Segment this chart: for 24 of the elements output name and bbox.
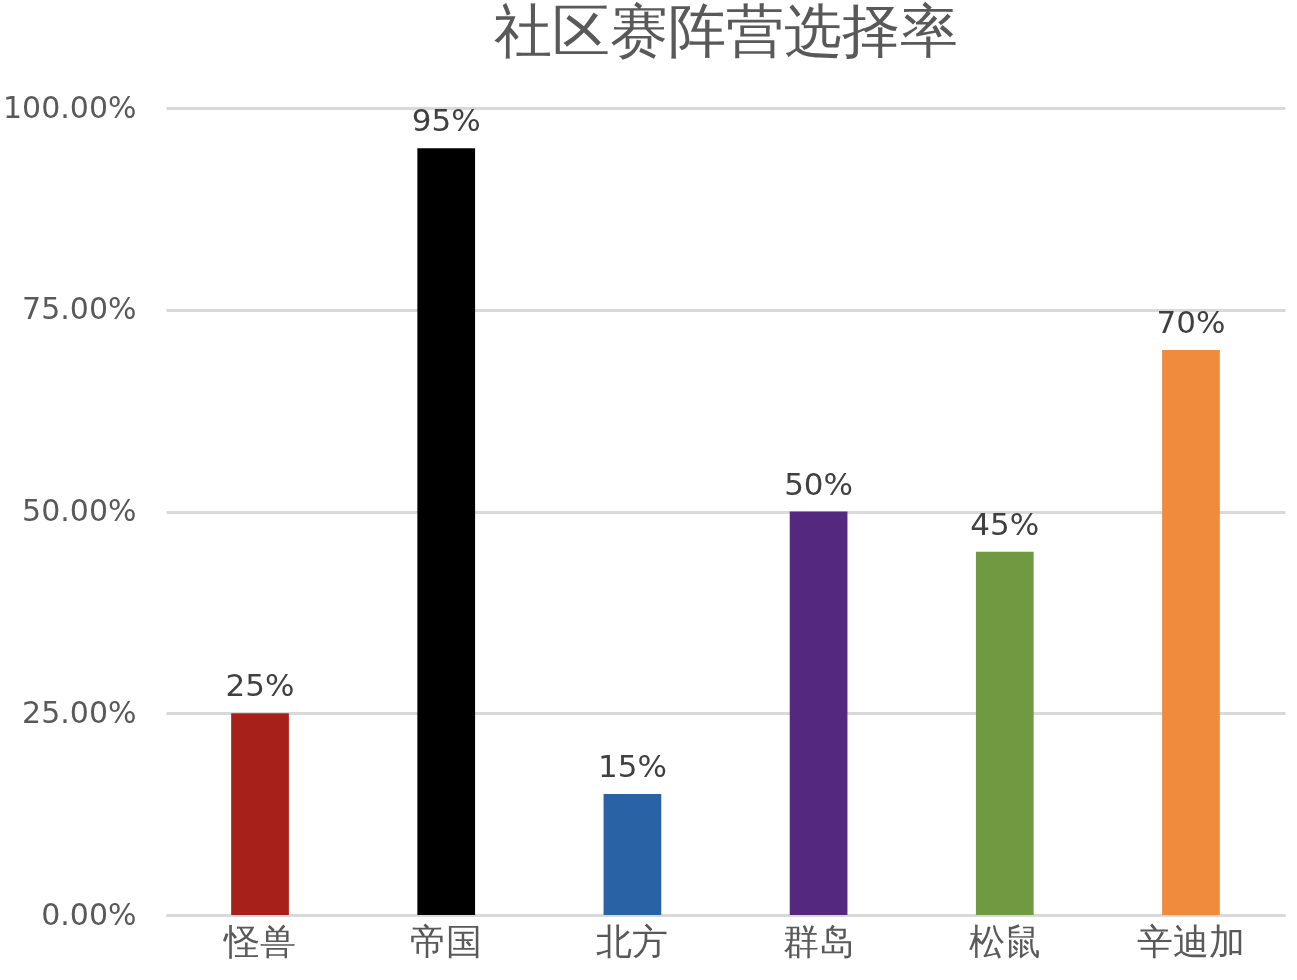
x-tick-label: 群岛 bbox=[782, 920, 855, 962]
data-label: 70% bbox=[1156, 304, 1226, 341]
x-tick-label: 北方 bbox=[596, 920, 669, 962]
bar bbox=[603, 793, 662, 915]
data-label: 95% bbox=[411, 102, 481, 139]
bar bbox=[1162, 350, 1220, 915]
bar bbox=[231, 713, 289, 915]
x-tick-label: 辛迪加 bbox=[1136, 920, 1245, 962]
y-tick-label: 50.00% bbox=[22, 493, 137, 528]
y-tick-label: 0.00% bbox=[41, 896, 137, 932]
data-label: 25% bbox=[225, 667, 295, 704]
y-tick-label: 100.00% bbox=[3, 89, 137, 125]
data-label: 45% bbox=[970, 505, 1040, 542]
x-tick-label: 怪兽 bbox=[222, 920, 297, 962]
data-label: 15% bbox=[597, 747, 667, 784]
bar bbox=[975, 551, 1034, 915]
chart-title: 社区赛阵营选择率 bbox=[493, 0, 958, 65]
y-tick-label: 75.00% bbox=[22, 291, 137, 327]
bar bbox=[417, 148, 476, 915]
bar bbox=[789, 511, 848, 915]
data-label: 50% bbox=[784, 465, 854, 502]
y-tick-label: 25.00% bbox=[22, 694, 137, 730]
x-tick-label: 帝国 bbox=[410, 920, 483, 962]
x-tick-label: 松鼠 bbox=[968, 920, 1041, 962]
